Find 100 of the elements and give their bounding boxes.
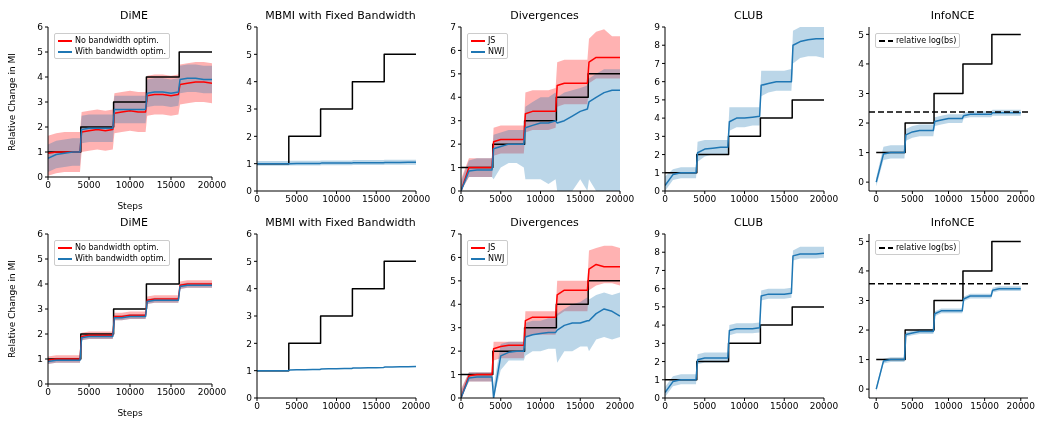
x-tick-label: 20000: [605, 194, 635, 205]
y-tick-label: 5: [858, 236, 864, 247]
x-tick-label: 10000: [115, 180, 145, 191]
x-tick-label: 10000: [322, 194, 352, 205]
chart-title: DiME: [119, 215, 149, 230]
x-tick-label: 0: [254, 194, 261, 205]
y-tick-label: 5: [37, 47, 43, 58]
x-tick-label: 0: [45, 387, 52, 398]
y-tick-label: 6: [450, 252, 457, 263]
y-tick-label: 4: [37, 279, 44, 290]
y-tick-label: 1: [246, 365, 252, 376]
chart-title: DiME: [119, 8, 149, 23]
y-tick-label: 8: [654, 40, 661, 51]
y-tick-label: 7: [450, 229, 456, 240]
x-tick-label: 20000: [401, 194, 431, 205]
x-tick-label: 15000: [565, 401, 595, 412]
y-tick-label: 2: [450, 346, 456, 357]
x-tick-label: 0: [873, 194, 880, 205]
x-tick-label: 15000: [361, 194, 391, 205]
x-tick-label: 10000: [934, 194, 964, 205]
y-axis-title: Relative Change in MI: [7, 53, 18, 151]
x-tick-label: 20000: [401, 401, 431, 412]
legend-label: With bandwidth optim.: [75, 47, 167, 56]
y-tick-label: 6: [246, 229, 253, 240]
y-tick-label: 4: [654, 320, 661, 331]
y-tick-label: 3: [654, 338, 660, 349]
y-tick-label: 6: [37, 229, 44, 240]
x-tick-label: 5000: [489, 194, 513, 205]
y-tick-label: 2: [37, 329, 43, 340]
y-tick-label: 3: [450, 322, 456, 333]
y-tick-label: 8: [654, 247, 661, 258]
y-tick-label: 7: [654, 265, 660, 276]
y-tick-label: 1: [37, 354, 43, 365]
x-tick-label: 5000: [900, 401, 925, 412]
chart-title: MBMI with Fixed Bandwidth: [264, 215, 417, 230]
x-tick-label: 15000: [361, 401, 391, 412]
y-tick-label: 1: [246, 158, 252, 169]
x-tick-label: 10000: [934, 401, 964, 412]
legend-label: NWJ: [488, 254, 505, 263]
legend-label: JS: [488, 36, 496, 45]
x-tick-label: 5000: [693, 401, 717, 412]
y-tick-label: 4: [246, 76, 253, 87]
y-tick-label: 1: [37, 147, 43, 158]
y-tick-label: 1: [858, 354, 864, 365]
y-tick-label: 2: [858, 325, 864, 336]
x-tick-label: 20000: [809, 194, 839, 205]
x-tick-label: 5000: [489, 401, 513, 412]
x-tick-label: 15000: [970, 401, 1000, 412]
y-tick-label: 4: [858, 266, 865, 277]
legend-label: JS: [488, 243, 496, 252]
y-tick-label: 3: [654, 131, 660, 142]
x-tick-label: 15000: [156, 387, 186, 398]
y-tick-label: 6: [450, 45, 457, 56]
x-axis-title: Steps: [117, 408, 143, 418]
y-tick-label: 5: [654, 95, 660, 106]
x-tick-label: 15000: [769, 401, 799, 412]
legend-label: No bandwidth optim.: [75, 36, 159, 45]
x-tick-label: 20000: [1006, 194, 1036, 205]
x-tick-label: 10000: [730, 401, 760, 412]
legend-label: With bandwidth optim.: [75, 254, 167, 263]
y-tick-label: 0: [37, 172, 44, 183]
y-tick-label: 5: [37, 254, 43, 265]
y-tick-label: 2: [654, 149, 660, 160]
x-tick-label: 5000: [285, 194, 309, 205]
y-tick-label: 5: [450, 276, 456, 287]
x-tick-label: 20000: [197, 180, 227, 191]
x-tick-label: 5000: [900, 194, 925, 205]
y-tick-label: 3: [37, 97, 43, 108]
chart-title: InfoNCE: [929, 215, 976, 230]
y-tick-label: 2: [450, 139, 456, 150]
x-tick-label: 10000: [526, 401, 556, 412]
y-tick-label: 4: [37, 72, 44, 83]
x-tick-label: 15000: [769, 194, 799, 205]
legend-label: relative log(bs): [896, 36, 957, 45]
x-tick-label: 20000: [809, 401, 839, 412]
chart-title: MBMI with Fixed Bandwidth: [264, 8, 417, 23]
x-tick-label: 20000: [1006, 401, 1036, 412]
y-tick-label: 5: [858, 29, 864, 40]
y-tick-label: 3: [858, 295, 864, 306]
y-tick-label: 2: [37, 122, 43, 133]
chart-title: CLUB: [733, 8, 764, 23]
y-tick-label: 6: [654, 76, 661, 87]
x-tick-label: 15000: [970, 194, 1000, 205]
y-tick-label: 9: [654, 22, 661, 33]
y-tick-label: 4: [450, 92, 457, 103]
x-tick-label: 5000: [693, 194, 717, 205]
y-tick-label: 4: [858, 59, 865, 70]
y-tick-label: 0: [37, 379, 44, 390]
x-tick-label: 0: [458, 194, 465, 205]
y-tick-label: 7: [450, 22, 456, 33]
x-tick-label: 10000: [526, 194, 556, 205]
chart-title: InfoNCE: [929, 8, 976, 23]
y-tick-label: 5: [450, 69, 456, 80]
x-tick-label: 20000: [197, 387, 227, 398]
y-tick-label: 3: [246, 104, 252, 115]
y-tick-label: 3: [858, 88, 864, 99]
legend-label: No bandwidth optim.: [75, 243, 159, 252]
y-tick-label: 2: [246, 131, 252, 142]
y-tick-label: 3: [246, 311, 252, 322]
x-tick-label: 15000: [156, 180, 186, 191]
